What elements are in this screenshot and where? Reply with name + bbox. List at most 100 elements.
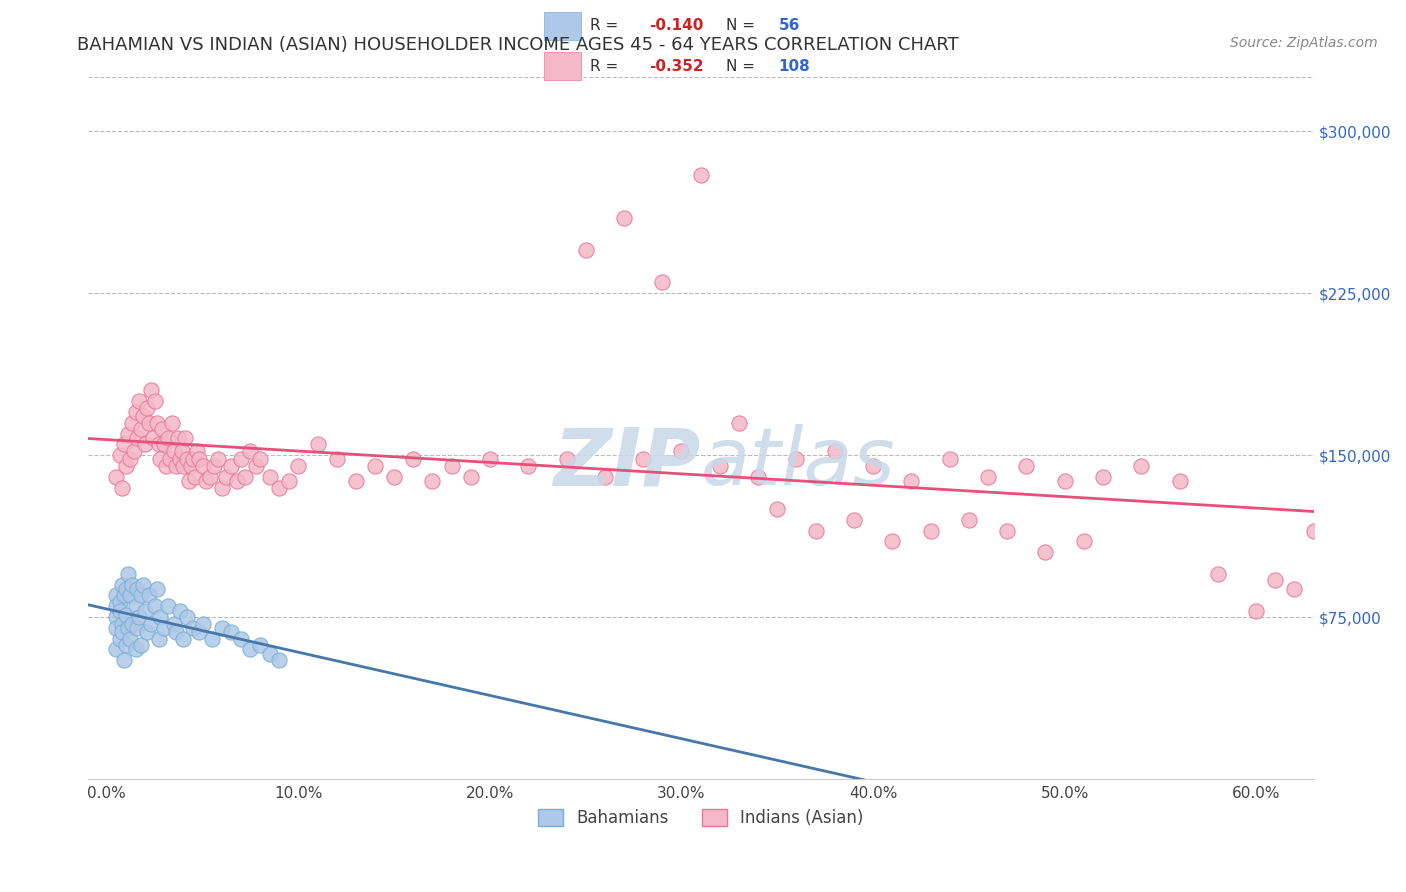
Point xyxy=(1244,603,1267,617)
Point xyxy=(287,458,309,473)
Point xyxy=(112,437,135,451)
Point xyxy=(174,431,197,445)
Point xyxy=(181,452,204,467)
Point xyxy=(555,452,578,467)
Point xyxy=(1284,582,1306,596)
Point xyxy=(129,589,152,603)
Point xyxy=(121,616,143,631)
Point xyxy=(172,632,194,646)
Point xyxy=(1264,574,1286,588)
Text: N =: N = xyxy=(725,19,759,33)
Point xyxy=(145,582,167,596)
Point xyxy=(747,469,769,483)
Point xyxy=(138,416,160,430)
Point xyxy=(180,458,202,473)
Point xyxy=(882,534,904,549)
Point xyxy=(207,452,229,467)
Point xyxy=(139,616,162,631)
Point xyxy=(139,384,162,398)
Point xyxy=(842,513,865,527)
Point xyxy=(957,513,980,527)
Point xyxy=(149,610,172,624)
Point xyxy=(221,625,243,640)
Point xyxy=(145,416,167,430)
Text: 56: 56 xyxy=(779,19,800,33)
Point xyxy=(195,474,218,488)
Point xyxy=(766,502,789,516)
Point xyxy=(136,401,159,415)
Point xyxy=(124,599,146,614)
Point xyxy=(128,394,150,409)
Point xyxy=(233,469,256,483)
Point xyxy=(259,647,281,661)
Point xyxy=(187,625,209,640)
Point xyxy=(110,448,132,462)
Point xyxy=(157,599,180,614)
Point xyxy=(129,422,152,436)
Text: BAHAMIAN VS INDIAN (ASIAN) HOUSEHOLDER INCOME AGES 45 - 64 YEARS CORRELATION CHA: BAHAMIAN VS INDIAN (ASIAN) HOUSEHOLDER I… xyxy=(77,36,959,54)
Point xyxy=(517,458,540,473)
Point xyxy=(127,582,149,596)
Point xyxy=(184,469,207,483)
Point xyxy=(172,458,194,473)
Text: 108: 108 xyxy=(779,59,810,73)
Point xyxy=(191,616,214,631)
Point xyxy=(249,638,271,652)
Point xyxy=(127,621,149,635)
Point xyxy=(127,431,149,445)
Point xyxy=(105,642,128,657)
Point xyxy=(117,621,139,635)
Point xyxy=(115,582,138,596)
Point xyxy=(709,458,731,473)
Point xyxy=(160,416,183,430)
Point xyxy=(153,621,176,635)
Point xyxy=(221,458,243,473)
Point xyxy=(163,443,186,458)
Point xyxy=(105,599,128,614)
Point xyxy=(824,443,846,458)
Point xyxy=(122,443,145,458)
Point xyxy=(245,458,267,473)
Point xyxy=(201,632,224,646)
Point xyxy=(671,443,693,458)
Point xyxy=(1015,458,1038,473)
Point xyxy=(115,638,138,652)
Text: R =: R = xyxy=(591,19,623,33)
Point xyxy=(118,452,141,467)
Point xyxy=(132,409,155,424)
Point xyxy=(143,394,166,409)
Point xyxy=(169,452,191,467)
Point xyxy=(136,625,159,640)
Point xyxy=(1130,458,1153,473)
Point xyxy=(159,452,181,467)
Point xyxy=(440,458,463,473)
Point xyxy=(229,452,252,467)
Point xyxy=(105,469,128,483)
Point xyxy=(124,405,146,419)
Point xyxy=(111,577,134,591)
Point xyxy=(187,452,209,467)
Text: Source: ZipAtlas.com: Source: ZipAtlas.com xyxy=(1230,36,1378,50)
Point xyxy=(115,458,138,473)
Point xyxy=(1206,566,1229,581)
Point xyxy=(155,458,177,473)
Point xyxy=(110,632,132,646)
Point xyxy=(938,452,960,467)
Point xyxy=(1168,474,1191,488)
Point xyxy=(166,431,188,445)
Point xyxy=(157,431,180,445)
Point xyxy=(149,452,172,467)
Point xyxy=(142,431,165,445)
Point xyxy=(259,469,281,483)
Text: atlas: atlas xyxy=(700,425,896,502)
Point xyxy=(117,566,139,581)
Point xyxy=(1035,545,1057,559)
Legend: Bahamians, Indians (Asian): Bahamians, Indians (Asian) xyxy=(531,802,870,834)
Point xyxy=(191,458,214,473)
Point xyxy=(211,481,233,495)
Point xyxy=(118,632,141,646)
Bar xyxy=(544,52,581,80)
Point xyxy=(422,474,444,488)
Point xyxy=(110,603,132,617)
Point xyxy=(111,616,134,631)
